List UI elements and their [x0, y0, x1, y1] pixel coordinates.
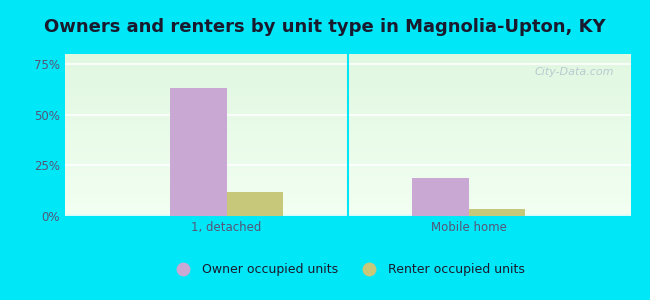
- Bar: [469, 209, 525, 216]
- Bar: [227, 192, 283, 216]
- Text: City-Data.com: City-Data.com: [534, 67, 614, 77]
- Text: Owners and renters by unit type in Magnolia-Upton, KY: Owners and renters by unit type in Magno…: [44, 18, 606, 36]
- Bar: [412, 178, 469, 216]
- Legend: Owner occupied units, Renter occupied units: Owner occupied units, Renter occupied un…: [166, 258, 530, 281]
- Bar: [170, 88, 227, 216]
